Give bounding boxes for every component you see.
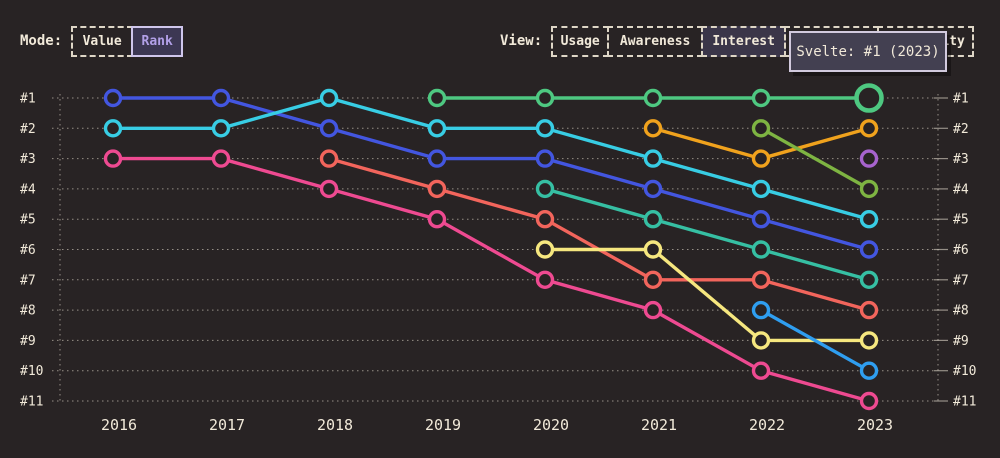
marker-blue-2021[interactable]: [643, 179, 663, 199]
marker-teal-2021[interactable]: [643, 209, 663, 229]
marker-olive-2022[interactable]: [751, 119, 771, 138]
marker-salmon-2021[interactable]: [643, 270, 663, 289]
marker-azure-2022[interactable]: [751, 300, 771, 320]
mode-option-rank[interactable]: Rank: [131, 26, 184, 57]
series-line-olive: [760, 126, 870, 191]
marker-blue-2016[interactable]: [103, 88, 123, 108]
view-label: View:: [500, 33, 543, 49]
series-line-teal: [544, 187, 870, 282]
marker-salmon-2023[interactable]: [859, 300, 879, 320]
y-axis-label-left: #10: [20, 364, 43, 379]
chart-tooltip-text: Svelte: #1 (2023): [796, 43, 940, 60]
series-line-azure: [760, 308, 870, 373]
y-axis-label-left: #3: [20, 152, 36, 167]
marker-cyan-2020[interactable]: [535, 119, 555, 138]
x-axis-label: 2023: [857, 416, 893, 434]
y-axis-label-right: #8: [953, 304, 969, 319]
marker-blue-2018[interactable]: [319, 119, 339, 138]
marker-salmon-2022[interactable]: [751, 270, 771, 289]
marker-yellow-2023[interactable]: [859, 331, 879, 350]
x-axis-label: 2019: [425, 416, 461, 434]
marker-svelte-green-2019[interactable]: [427, 88, 447, 108]
marker-pink-2020[interactable]: [535, 270, 555, 289]
marker-yellow-2021[interactable]: [643, 240, 663, 259]
marker-purple-2023[interactable]: [859, 149, 879, 168]
series-line-salmon: [328, 156, 870, 312]
y-axis-label-right: #3: [953, 152, 969, 167]
marker-salmon-2019[interactable]: [427, 179, 447, 199]
series-line-blue: [113, 96, 870, 252]
marker-teal-2023[interactable]: [859, 270, 879, 289]
marker-pink-2017[interactable]: [211, 149, 231, 168]
y-axis-label-right: #5: [953, 213, 969, 228]
marker-salmon-2020[interactable]: [535, 209, 555, 229]
x-axis-label: 2022: [749, 416, 785, 434]
mode-toggle-group: Mode: Value Rank: [20, 26, 184, 57]
marker-blue-2019[interactable]: [427, 149, 447, 168]
marker-pink-2018[interactable]: [319, 179, 339, 199]
marker-cyan-2017[interactable]: [211, 119, 231, 138]
marker-cyan-2022[interactable]: [751, 179, 771, 199]
x-axis-label: 2021: [641, 416, 677, 434]
marker-pink-2023[interactable]: [859, 391, 879, 411]
marker-svelte-green-2022[interactable]: [751, 88, 771, 108]
x-axis-label: 2016: [101, 416, 137, 434]
marker-azure-2023[interactable]: [859, 361, 879, 380]
marker-pink-2022[interactable]: [751, 361, 771, 380]
x-axis-label: 2017: [209, 416, 245, 434]
marker-olive-2023[interactable]: [859, 179, 879, 199]
y-axis-label-left: #5: [20, 213, 36, 228]
y-axis-label-right: #11: [953, 395, 976, 410]
marker-blue-2017[interactable]: [211, 88, 231, 108]
y-axis-label-left: #9: [20, 334, 36, 349]
marker-pink-2021[interactable]: [643, 300, 663, 320]
series-line-cyan: [113, 96, 870, 221]
y-axis-label-right: #2: [953, 122, 969, 137]
y-axis-label-right: #7: [953, 273, 969, 288]
y-axis-label-left: #4: [20, 182, 36, 197]
marker-svelte-green-2021[interactable]: [643, 88, 663, 108]
chart-tooltip: Svelte: #1 (2023): [789, 31, 947, 72]
x-axis-label: 2020: [533, 416, 569, 434]
marker-teal-2022[interactable]: [751, 240, 771, 259]
mode-label: Mode:: [20, 33, 63, 49]
marker-svelte-green-2023[interactable]: [854, 83, 884, 113]
y-axis-label-left: #1: [20, 92, 36, 107]
y-axis-label-left: #8: [20, 304, 36, 319]
marker-orange-2023[interactable]: [859, 119, 879, 138]
marker-cyan-2018[interactable]: [319, 88, 339, 108]
y-axis-label-right: #4: [953, 182, 969, 197]
marker-blue-2020[interactable]: [535, 149, 555, 168]
y-axis-label-right: #1: [953, 92, 969, 107]
marker-blue-2022[interactable]: [751, 209, 771, 229]
marker-blue-2023[interactable]: [859, 240, 879, 259]
y-axis-label-left: #11: [20, 395, 43, 410]
marker-cyan-2021[interactable]: [643, 149, 663, 168]
marker-orange-2021[interactable]: [643, 119, 663, 138]
marker-svelte-green-2020[interactable]: [535, 88, 555, 108]
marker-yellow-2020[interactable]: [535, 240, 555, 259]
x-axis-label: 2018: [317, 416, 353, 434]
marker-pink-2016[interactable]: [103, 149, 123, 168]
y-axis-label-right: #6: [953, 243, 969, 258]
y-axis-label-right: #9: [953, 334, 969, 349]
marker-salmon-2018[interactable]: [319, 149, 339, 168]
y-axis-label-left: #7: [20, 273, 36, 288]
marker-teal-2020[interactable]: [535, 179, 555, 199]
marker-yellow-2022[interactable]: [751, 331, 771, 350]
marker-orange-2022[interactable]: [751, 149, 771, 168]
series-line-pink: [113, 156, 870, 403]
marker-cyan-2016[interactable]: [103, 119, 123, 138]
marker-cyan-2023[interactable]: [859, 209, 879, 229]
y-axis-label-right: #10: [953, 364, 976, 379]
marker-cyan-2019[interactable]: [427, 119, 447, 138]
y-axis-label-left: #2: [20, 122, 36, 137]
marker-pink-2019[interactable]: [427, 209, 447, 229]
y-axis-label-left: #6: [20, 243, 36, 258]
